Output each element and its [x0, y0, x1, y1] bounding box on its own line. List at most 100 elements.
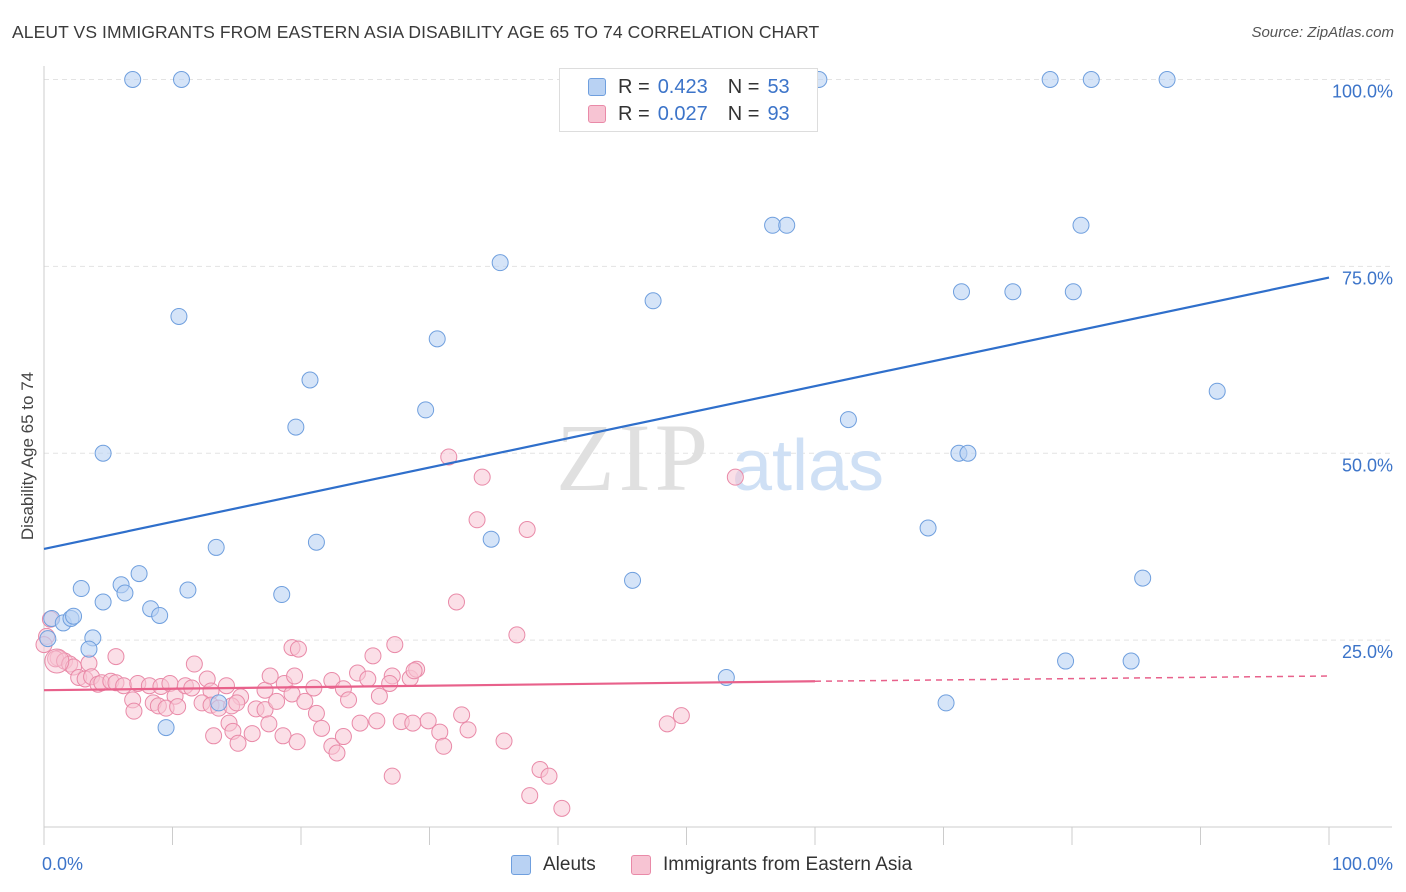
immigrants-point	[243, 725, 261, 743]
immigrants-point	[340, 691, 358, 709]
aleuts-point	[124, 71, 142, 88]
legend-n-value: 93	[767, 102, 790, 125]
immigrants-point	[307, 704, 325, 722]
aleuts-point	[1041, 71, 1059, 88]
immigrants-point	[381, 674, 399, 692]
aleuts-point	[170, 307, 188, 325]
watermark: ZIP atlas	[556, 404, 884, 511]
aleuts-point	[157, 719, 175, 737]
immigrants-point	[495, 732, 513, 750]
immigrants-point	[351, 714, 369, 732]
aleuts-point	[1122, 652, 1140, 670]
immigrants-point	[205, 727, 223, 745]
immigrants-point	[274, 727, 292, 745]
aleuts-point	[80, 640, 98, 658]
chart-title: ALEUT VS IMMIGRANTS FROM EASTERN ASIA DI…	[12, 22, 820, 42]
immigrants-point	[328, 744, 346, 762]
y-tick-label: 75.0%	[1342, 268, 1393, 288]
bottom-legend-label-immigrants: Immigrants from Eastern Asia	[663, 854, 913, 875]
immigrants-point	[453, 706, 471, 724]
immigrants-point	[185, 655, 203, 673]
aleuts-point	[839, 411, 857, 429]
immigrants-trend-line-extension	[814, 675, 1330, 682]
immigrants-point	[468, 511, 486, 529]
aleuts-point	[1134, 569, 1152, 587]
immigrants-point	[323, 671, 341, 689]
aleuts-point	[1057, 652, 1075, 670]
legend-n-label: N =	[727, 102, 760, 125]
immigrants-point	[658, 715, 676, 733]
watermark-zip: ZIP	[556, 404, 712, 511]
aleuts-point	[417, 401, 435, 419]
tick-labels: 25.0% 50.0% 75.0% 100.0% 0.0% 100.0%	[42, 82, 1393, 875]
immigrants-trend-line	[43, 680, 816, 692]
bottom-legend-swatch-aleuts	[511, 855, 531, 875]
immigrants-point	[289, 640, 307, 658]
immigrants-point	[473, 468, 491, 486]
immigrants-point	[447, 593, 465, 611]
immigrants-point	[283, 685, 301, 703]
aleuts-point	[959, 444, 977, 462]
immigrants-point	[435, 737, 453, 755]
aleuts-point	[301, 371, 319, 389]
immigrants-point	[359, 670, 377, 688]
aleuts-point	[1208, 382, 1226, 400]
legend-r-value: 0.423	[657, 75, 708, 98]
immigrants-point	[431, 723, 449, 741]
y-tick-label: 100.0%	[1332, 82, 1393, 102]
aleuts-point	[273, 586, 291, 604]
y-tick-label: 50.0%	[1342, 455, 1393, 475]
aleuts-point	[1004, 283, 1022, 301]
legend-n-value: 53	[767, 75, 790, 98]
legend-row-immigrants: R = 0.027 N = 93	[560, 102, 790, 126]
aleuts-point	[1082, 71, 1100, 88]
immigrants-point	[229, 734, 247, 752]
bottom-legend-aleuts: Aleuts	[511, 852, 596, 878]
watermark-atlas: atlas	[732, 426, 884, 506]
bottom-legend-immigrants: Immigrants from Eastern Asia	[631, 852, 912, 878]
correlation-legend: R = 0.423 N = 53 R = 0.027 N = 93	[559, 68, 818, 132]
gridlines	[44, 79, 1392, 641]
legend-swatch-aleuts	[588, 78, 606, 96]
immigrants-point	[286, 667, 304, 685]
aleuts-point	[307, 533, 325, 551]
aleuts-point	[778, 216, 796, 234]
legend-n-label: N =	[727, 75, 760, 98]
immigrants-point	[217, 677, 235, 695]
immigrants-point	[334, 728, 352, 746]
immigrants-point	[518, 520, 536, 538]
legend-r-label: R =	[618, 75, 650, 98]
bottom-legend-label-aleuts: Aleuts	[543, 854, 596, 875]
immigrants-point	[260, 715, 278, 733]
aleuts-point	[207, 538, 225, 556]
immigrants-point	[386, 636, 404, 654]
immigrants-point	[508, 626, 526, 644]
immigrants-point	[383, 767, 401, 785]
immigrants-point	[419, 712, 437, 730]
aleuts-point	[644, 292, 662, 310]
immigrants-point	[672, 707, 690, 725]
immigrants-point	[228, 694, 246, 712]
x-tick-label: 100.0%	[1332, 854, 1393, 874]
immigrants-point	[540, 767, 558, 785]
aleuts-point	[287, 418, 305, 436]
aleuts-point	[172, 71, 190, 88]
aleuts-point	[919, 519, 937, 537]
legend-swatch-immigrants	[588, 105, 606, 123]
aleuts-point	[94, 444, 112, 462]
aleuts-point	[151, 606, 169, 624]
immigrants-point	[364, 647, 382, 665]
immigrants-point	[261, 667, 279, 685]
immigrants-point	[296, 692, 314, 710]
immigrants-point	[125, 702, 143, 720]
aleuts-point	[210, 694, 228, 712]
aleuts-point	[130, 565, 148, 583]
legend-r-label: R =	[618, 102, 650, 125]
aleuts-point	[624, 571, 642, 589]
aleuts-point	[1064, 283, 1082, 301]
immigrants-point	[115, 677, 133, 695]
axes	[43, 66, 1392, 845]
aleuts-point	[65, 607, 83, 625]
y-tick-label: 25.0%	[1342, 642, 1393, 662]
